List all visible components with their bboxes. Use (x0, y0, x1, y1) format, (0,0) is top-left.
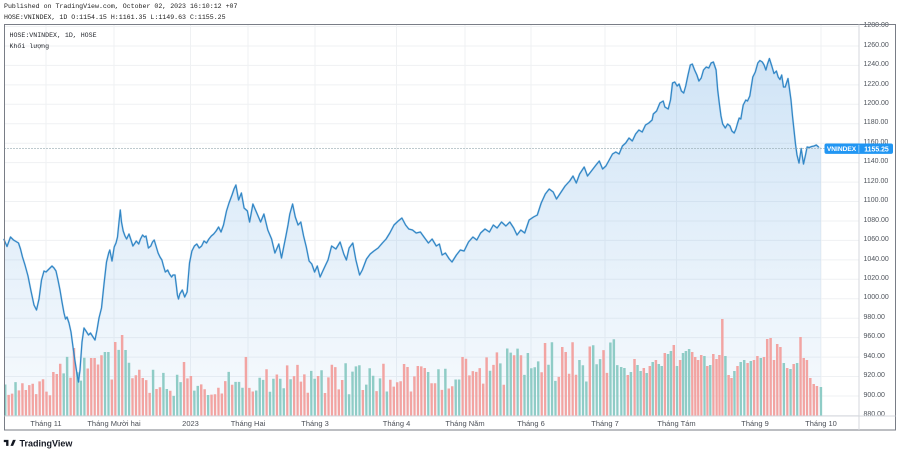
svg-text:VNINDEX: VNINDEX (827, 146, 857, 153)
svg-text:1155.25: 1155.25 (864, 146, 889, 153)
svg-text:TradingView: TradingView (20, 438, 74, 448)
